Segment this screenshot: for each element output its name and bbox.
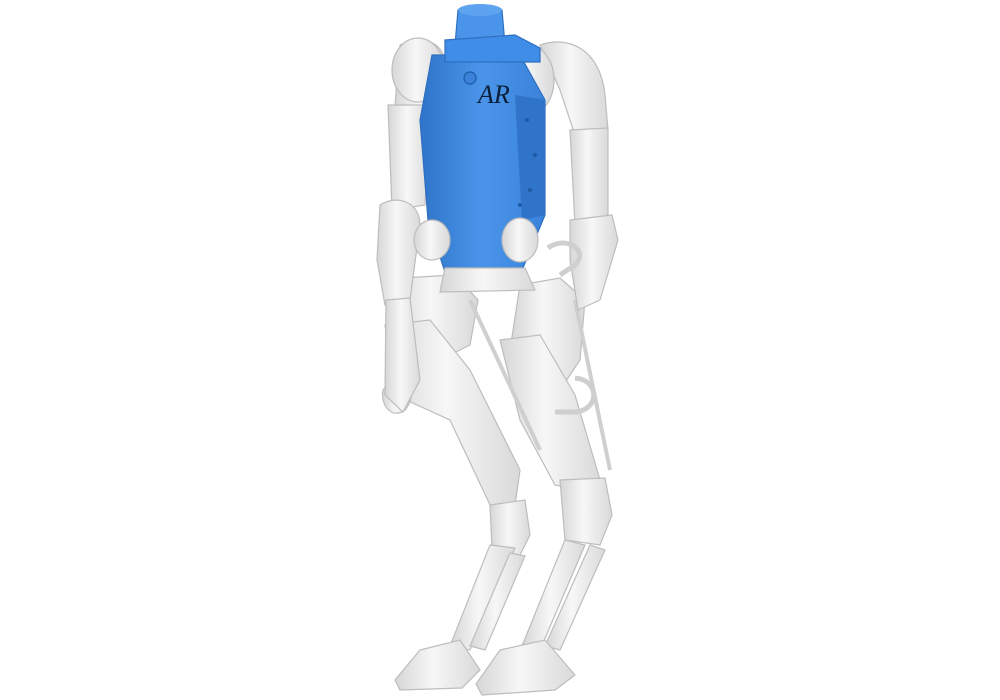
left-linkage-rod (468, 299, 542, 451)
right-leg (475, 277, 613, 696)
right-arm (539, 41, 619, 311)
torso-logo: AR (476, 80, 510, 109)
right-linkage-rod (573, 299, 612, 471)
camera-sensor-icon (463, 71, 477, 85)
hip-caps (413, 217, 539, 293)
left-hose (546, 240, 583, 278)
